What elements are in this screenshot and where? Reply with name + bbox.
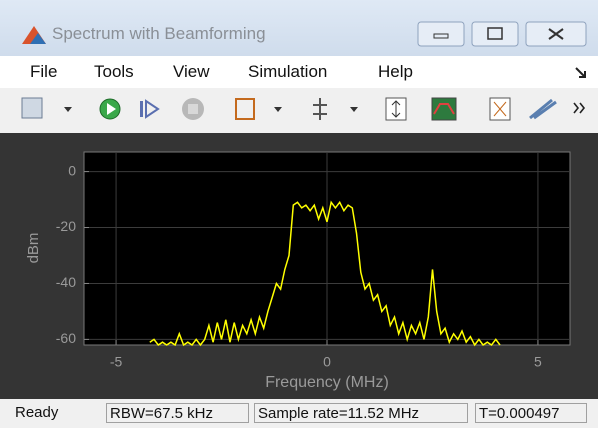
dock-arrow[interactable] — [574, 66, 588, 80]
dropdown-arrow[interactable] — [350, 107, 358, 112]
menu-item[interactable]: View — [173, 62, 210, 81]
y-tick-label: 0 — [68, 162, 76, 178]
y-axis-label: dBm — [25, 233, 42, 264]
menu-item[interactable]: Tools — [94, 62, 134, 81]
menu-item[interactable]: File — [30, 62, 58, 81]
y-tick-label: -20 — [56, 218, 76, 234]
menu-item[interactable]: Simulation — [248, 62, 328, 81]
measure-icon[interactable] — [529, 98, 557, 120]
title-icons — [22, 21, 587, 47]
signal-icon[interactable] — [235, 98, 255, 120]
y-tick-label: -60 — [56, 330, 76, 346]
dropdown-arrow[interactable] — [64, 107, 72, 112]
x-tick-label: -5 — [110, 354, 123, 370]
run-glyph — [107, 103, 116, 115]
status-bar: Ready RBW=67.5 kHz Sample rate=11.52 MHz… — [0, 400, 598, 428]
overflow-chevron[interactable] — [573, 102, 586, 114]
app-icon-part — [30, 33, 46, 44]
close-glyph — [548, 28, 564, 40]
spectrum-glyph — [433, 103, 455, 115]
menu-bar: File Tools View Simulation Help — [0, 56, 598, 88]
step-button[interactable] — [145, 99, 160, 119]
x-tick-label: 0 — [323, 354, 331, 370]
status-sample-rate: Sample rate=11.52 MHz — [254, 403, 468, 423]
maximize-glyph — [487, 27, 503, 40]
maximize-button[interactable] — [471, 21, 519, 47]
spectrum-line — [149, 200, 501, 347]
plot-panel: Frequency (MHz) dBm 0 -20 -40 -60 -5 0 5 — [0, 133, 598, 399]
autoscale-glyph — [391, 100, 401, 118]
title-bar: Spectrum with Beamforming — [0, 0, 598, 56]
minimize-glyph — [433, 33, 449, 39]
spectrum-icon[interactable] — [431, 97, 457, 121]
stop-glyph — [188, 104, 198, 114]
config-icon[interactable] — [21, 97, 43, 119]
window-title: Spectrum with Beamforming — [52, 24, 266, 43]
step-bar — [140, 101, 143, 117]
peak-glyph — [493, 101, 507, 117]
dropdown-arrow[interactable] — [274, 107, 282, 112]
cursor-icon[interactable] — [313, 98, 327, 120]
menu-item[interactable]: Help — [378, 62, 413, 81]
x-axis-label: Frequency (MHz) — [265, 374, 389, 391]
toolbar — [0, 88, 598, 133]
y-tick-label: -40 — [56, 274, 76, 290]
status-time: T=0.000497 — [475, 403, 587, 423]
status-rbw: RBW=67.5 kHz — [106, 403, 249, 423]
x-tick-label: 5 — [534, 354, 542, 370]
status-ready: Ready — [15, 404, 59, 421]
